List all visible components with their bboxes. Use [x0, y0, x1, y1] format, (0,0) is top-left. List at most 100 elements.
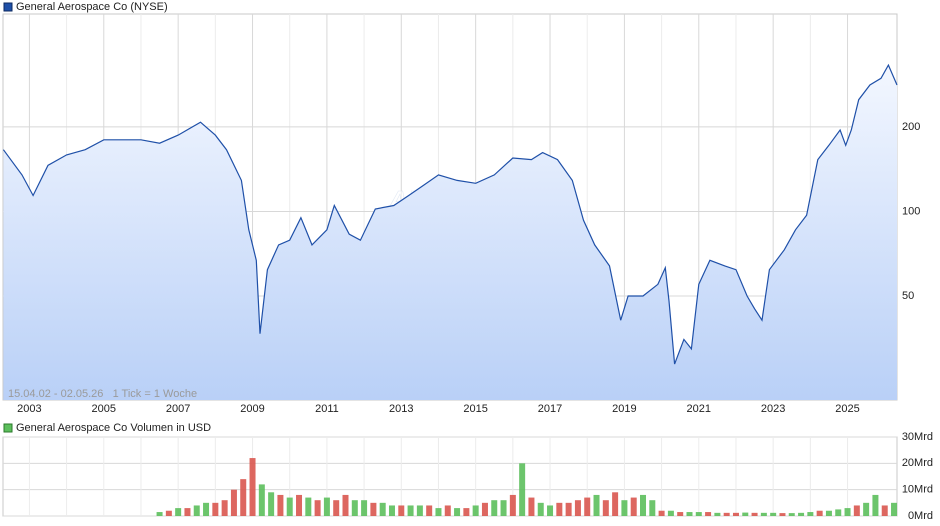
volume-bar	[640, 494, 647, 516]
volume-bar	[556, 502, 563, 516]
volume-bar	[221, 500, 228, 516]
volume-bar	[444, 505, 451, 516]
volume-bar	[388, 505, 395, 516]
volume-chart: 0Mrd 10Mrd 20Mrd 30Mrd	[2, 431, 933, 522]
volume-bar	[416, 505, 423, 516]
y-tick-label: 100	[902, 205, 920, 217]
y-tick-label: 30Mrd	[902, 431, 933, 443]
volume-bar	[193, 505, 200, 516]
volume-bar	[426, 505, 433, 516]
volume-title: General Aerospace Co Volumen in USD	[16, 422, 211, 434]
volume-bar	[612, 492, 619, 516]
x-tick-label: 2019	[612, 403, 636, 415]
volume-bar	[370, 502, 377, 516]
volume-bar	[825, 510, 832, 516]
volume-bar	[203, 502, 210, 516]
volume-bar	[509, 494, 516, 516]
volume-bar	[351, 500, 358, 516]
volume-bar	[454, 508, 461, 516]
y-tick-label: 0Mrd	[908, 510, 933, 522]
volume-bar	[742, 512, 749, 516]
volume-bar	[258, 484, 265, 516]
volume-bar	[574, 500, 581, 516]
date-range-label: 15.04.02 - 02.05.26 1 Tick = 1 Woche	[8, 388, 197, 400]
volume-bar	[286, 497, 293, 516]
volume-bar	[798, 512, 805, 516]
volume-bar	[249, 458, 256, 516]
volume-bar	[844, 508, 851, 516]
volume-bar	[630, 497, 637, 516]
volume-bar	[788, 513, 795, 516]
volume-bar	[732, 512, 739, 516]
volume-bar	[677, 512, 684, 516]
volume-bar	[723, 512, 730, 516]
volume-bar	[156, 512, 163, 516]
volume-bar	[891, 502, 898, 516]
volume-bar	[212, 502, 219, 516]
volume-bar	[807, 512, 814, 516]
volume-bar	[714, 512, 721, 516]
volume-bar	[342, 494, 349, 516]
volume-bar	[323, 497, 330, 516]
x-tick-label: 2015	[463, 403, 487, 415]
legend-swatch	[3, 2, 13, 12]
x-tick-label: 2023	[761, 403, 785, 415]
volume-bar	[407, 505, 414, 516]
volume-bar	[863, 502, 870, 516]
x-tick-label: 2009	[240, 403, 264, 415]
volume-bar	[314, 500, 321, 516]
y-tick-label: 10Mrd	[902, 484, 933, 496]
x-tick-label: 2013	[389, 403, 413, 415]
volume-bar	[695, 512, 702, 516]
volume-bar	[519, 463, 526, 516]
volume-bar	[686, 512, 693, 516]
volume-bar	[760, 512, 767, 516]
volume-bar	[333, 500, 340, 516]
volume-bar	[184, 508, 191, 516]
y-tick-label: 20Mrd	[902, 457, 933, 469]
volume-bar	[667, 510, 674, 516]
price-area	[3, 65, 897, 400]
volume-bar	[565, 502, 572, 516]
price-chart: 2003 2005 2007 2009 2011 2013 2015 2017 2019 2021…	[2, 13, 920, 415]
volume-bar	[872, 494, 879, 516]
x-tick-label: 2011	[315, 403, 339, 415]
volume-bar	[602, 500, 609, 516]
volume-bar	[705, 512, 712, 516]
x-tick-label: 2007	[166, 403, 190, 415]
x-tick-label: 2017	[538, 403, 562, 415]
volume-bar	[379, 502, 386, 516]
volume-bar	[361, 500, 368, 516]
volume-bar	[165, 510, 172, 516]
y-tick-label: 200	[902, 121, 920, 133]
volume-bar	[853, 505, 860, 516]
volume-bar	[881, 505, 888, 516]
y-tick-label: 50	[902, 290, 914, 302]
volume-bar	[481, 502, 488, 516]
volume-bar	[277, 494, 284, 516]
volume-bar	[472, 505, 479, 516]
volume-bar	[751, 512, 758, 516]
price-line	[2, 63, 898, 365]
volume-bar	[240, 479, 247, 516]
volume-bar	[593, 494, 600, 516]
volume-bar	[463, 508, 470, 516]
volume-bar	[584, 497, 591, 516]
volume-bar	[398, 505, 405, 516]
legend-swatch	[3, 423, 13, 433]
volume-bar	[435, 508, 442, 516]
volume-bar	[537, 502, 544, 516]
x-tick-label: 2005	[92, 403, 116, 415]
volume-bar	[230, 489, 237, 516]
volume-bar	[268, 492, 275, 516]
volume-bar	[547, 505, 554, 516]
volume-bar	[296, 494, 303, 516]
price-title: General Aerospace Co (NYSE)	[16, 1, 168, 13]
volume-bar	[621, 500, 628, 516]
volume-bar	[500, 500, 507, 516]
x-tick-label: 2003	[17, 403, 41, 415]
volume-bar	[770, 512, 777, 516]
volume-bar	[649, 500, 656, 516]
x-tick-label: 2021	[687, 403, 711, 415]
